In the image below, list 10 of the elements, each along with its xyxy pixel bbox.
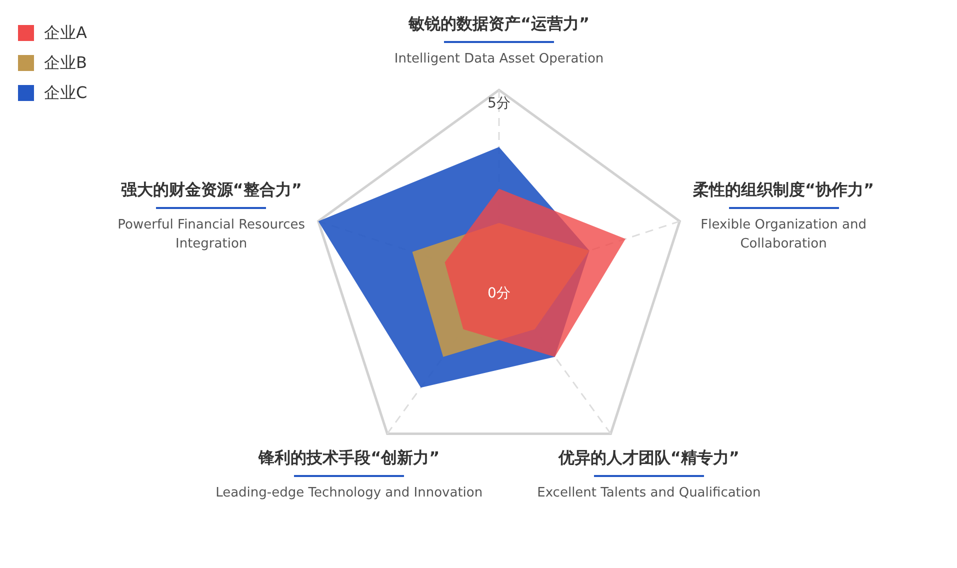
y-tick-label: 0分 [488, 286, 510, 302]
spoke-label: 强大的财金资源“整合力” Powerful Financial Resources Integration [118, 180, 306, 252]
spoke-label: 锋利的技术手段“创新力” Leading-edge Technology and Innovation [216, 448, 483, 500]
legend-label: 企业C [44, 82, 88, 104]
spoke-label: 优异的人才团队“精专力” Excellent Talents and Qualification [537, 448, 761, 500]
legend-label: 企业A [44, 22, 87, 44]
spoke-label: 柔性的组织制度“协作力” Flexible Organization and Collaboration [692, 180, 874, 252]
y-tick-label: 5分 [488, 96, 510, 112]
legend-label: 企业B [44, 52, 87, 74]
spoke-label: 敏锐的数据资产“运营力” Intelligent Data Asset Operation [394, 14, 604, 66]
